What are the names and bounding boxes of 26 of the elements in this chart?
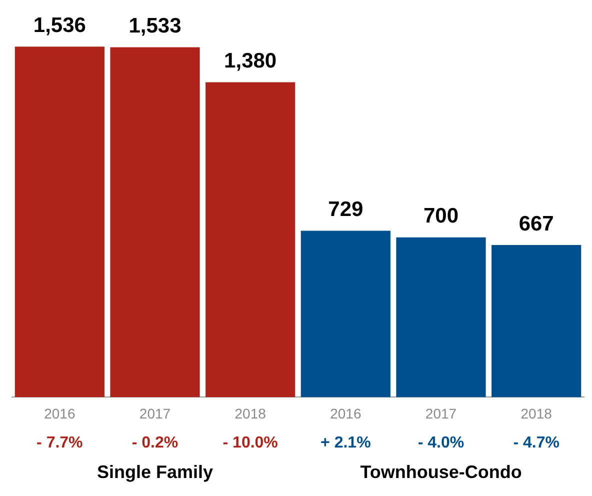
data-label: 1,380 <box>224 50 277 73</box>
data-label: 1,533 <box>128 14 182 38</box>
text: Single Family <box>96 462 214 482</box>
data-label: 667 <box>518 212 554 236</box>
data-label: 1,536 <box>33 14 86 37</box>
text: Townhouse-Condo <box>360 462 522 482</box>
x-tick-label: 2018 <box>234 405 266 422</box>
bar <box>206 82 296 398</box>
bar <box>492 244 582 398</box>
text: - 0.2% <box>132 434 178 452</box>
text: - 7.7% <box>36 434 83 452</box>
x-tick-label: 2016 <box>330 405 362 422</box>
bar <box>300 230 390 398</box>
x-tick-label: 2017 <box>425 405 457 422</box>
bar <box>396 237 486 398</box>
bar <box>14 46 104 398</box>
text: - 10.0% <box>222 434 278 452</box>
data-label: 700 <box>423 204 459 228</box>
text: - 4.0% <box>418 434 464 452</box>
text: - 4.7% <box>513 434 560 452</box>
data-label: 729 <box>328 198 364 222</box>
x-tick-label: 2017 <box>139 405 171 422</box>
x-tick-label: 2018 <box>520 405 552 422</box>
x-tick-label: 2016 <box>44 405 76 422</box>
bar <box>110 47 200 398</box>
text: + 2.1% <box>320 434 371 452</box>
